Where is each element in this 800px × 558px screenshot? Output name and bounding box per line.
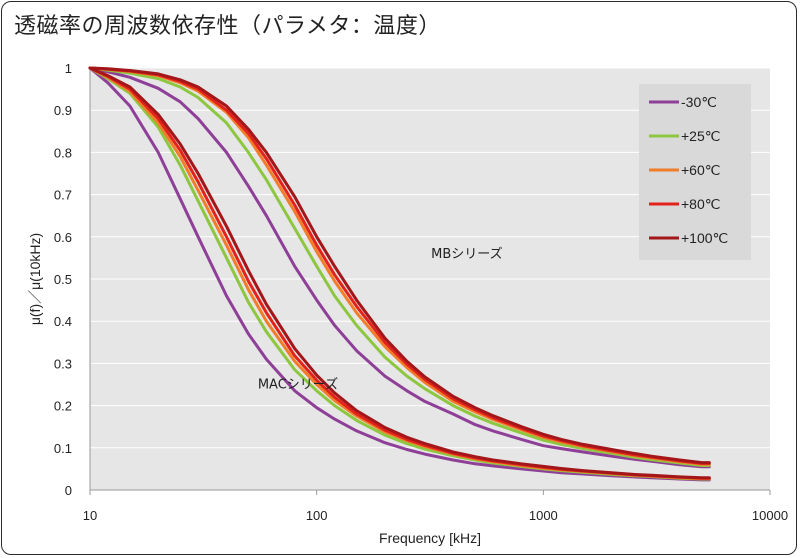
y-tick-label: 0.8	[54, 145, 72, 160]
x-tick-label: 10	[83, 508, 97, 523]
y-tick-label: 0.3	[54, 356, 72, 371]
chart-title: 透磁率の周波数依存性（パラメタ：温度）	[14, 14, 441, 39]
series-line	[88, 66, 711, 480]
legend-label: +100℃	[681, 230, 728, 246]
legend-label: -30℃	[681, 94, 717, 110]
series-line	[88, 66, 711, 465]
series-lines	[88, 66, 711, 482]
y-tick-label: 0.2	[54, 399, 72, 414]
legend-box	[639, 84, 751, 260]
legend-label: +80℃	[681, 196, 720, 212]
y-tick-label: 0	[65, 483, 72, 498]
x-tick-label: 1000	[529, 508, 558, 523]
series-annotation: MBシリーズ	[431, 246, 503, 262]
legend-label: +60℃	[681, 162, 720, 178]
x-tick-label: 100	[306, 508, 328, 523]
series-annotation: MACシリーズ	[258, 377, 338, 393]
y-tick-label: 0.1	[54, 441, 72, 456]
y-tick-label: 0.6	[54, 230, 72, 245]
series-line	[88, 66, 711, 469]
x-axis-label: Frequency [kHz]	[379, 530, 481, 546]
y-axis-label: μ(f)／μ(10kHz)	[27, 233, 43, 325]
y-tick-label: 0.5	[54, 272, 72, 287]
series-line	[88, 66, 711, 467]
y-tick-label: 1	[65, 61, 72, 76]
legend-label: +25℃	[681, 128, 720, 144]
series-annotations: MBシリーズ MACシリーズ	[258, 246, 503, 393]
x-tick-label: 10000	[752, 508, 788, 523]
y-tick-label: 0.9	[54, 103, 72, 118]
y-tick-label: 0.7	[54, 188, 72, 203]
y-axis-ticks: 0 0.1 0.2 0.3 0.4 0.5 0.6 0.7 0.8 0.9 1	[54, 61, 72, 498]
y-tick-label: 0.4	[54, 314, 72, 329]
x-axis-ticks: 10 100 1000 10000	[83, 490, 788, 523]
legend: -30℃ +25℃ +60℃ +80℃ +100℃	[639, 84, 751, 260]
